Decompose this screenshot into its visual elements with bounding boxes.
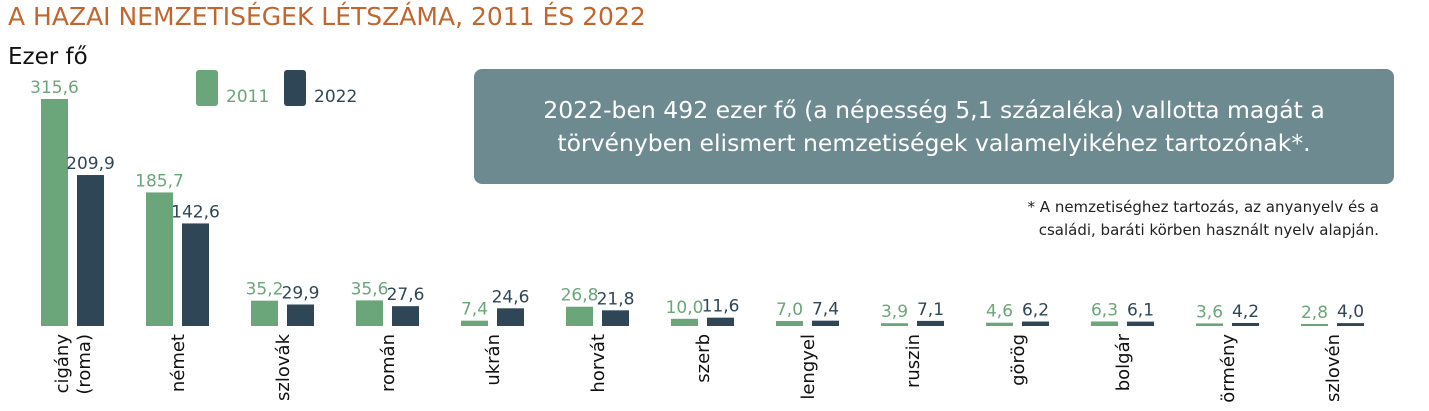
- category-label: szlovák: [273, 333, 294, 401]
- data-label-2011: 10,0: [666, 298, 704, 318]
- bar-2022: [1232, 322, 1259, 326]
- data-label-2011: 35,2: [246, 280, 284, 300]
- data-label-2011: 4,6: [986, 302, 1013, 322]
- bar-2022: [392, 306, 419, 326]
- bar-2011: [1091, 321, 1118, 326]
- bar-2022: [917, 320, 944, 326]
- data-label-2022: 4,0: [1337, 302, 1364, 322]
- category-label: lengyel: [798, 334, 819, 400]
- category-label: ruszin: [903, 334, 924, 388]
- category-label: bolgár: [1113, 333, 1134, 391]
- bar-2011: [1301, 323, 1328, 326]
- bar-2022: [1337, 323, 1364, 326]
- bar-2022: [182, 223, 209, 326]
- bar-2011: [566, 306, 593, 326]
- bar-2011: [671, 318, 698, 326]
- data-label-2022: 27,6: [387, 285, 425, 305]
- summary-callout: 2022-ben 492 ezer fő (a népesség 5,1 szá…: [474, 69, 1394, 184]
- data-label-2022: 142,6: [171, 202, 220, 222]
- category-label: ukrán: [483, 334, 504, 386]
- bar-2022: [602, 310, 629, 326]
- data-label-2011: 185,7: [135, 171, 184, 191]
- data-label-2011: 3,9: [881, 302, 908, 322]
- data-label-2022: 21,8: [597, 289, 635, 309]
- category-label: szlovén: [1323, 334, 1344, 402]
- legend-label-2011: 2011: [226, 87, 270, 107]
- bar-2011: [881, 323, 908, 326]
- category-label: cigány: [52, 334, 73, 394]
- data-label-2011: 7,4: [461, 300, 488, 320]
- data-label-2022: 29,9: [282, 283, 320, 303]
- data-label-2011: 3,6: [1196, 302, 1223, 322]
- data-label-2022: 6,1: [1127, 301, 1154, 321]
- data-label-2011: 6,3: [1091, 300, 1118, 320]
- data-label-2022: 4,2: [1232, 302, 1259, 322]
- category-label: horvát: [588, 334, 609, 393]
- data-label-2022: 24,6: [492, 287, 530, 307]
- data-label-2022: 11,6: [702, 297, 740, 317]
- data-label-2022: 7,1: [917, 300, 944, 320]
- bar-2011: [356, 300, 383, 326]
- category-label: német: [168, 334, 189, 392]
- summary-text: 2022-ben 492 ezer fő (a népesség 5,1 szá…: [543, 95, 1325, 157]
- bar-2022: [812, 320, 839, 326]
- bar-2011: [776, 320, 803, 326]
- data-label-2022: 209,9: [66, 154, 115, 174]
- bar-2022: [707, 317, 734, 326]
- y-axis-unit: Ezer fő: [8, 44, 88, 70]
- bar-2011: [41, 99, 68, 326]
- footnote: * A nemzetiséghez tartozás, az anyanyelv…: [959, 196, 1379, 243]
- category-label: román: [378, 334, 399, 392]
- bar-2022: [1022, 321, 1049, 326]
- bar-2011: [146, 192, 173, 326]
- category-label: örmény: [1218, 334, 1239, 403]
- bar-2022: [1127, 321, 1154, 326]
- data-label-2011: 35,6: [351, 279, 389, 299]
- data-label-2011: 315,6: [30, 78, 79, 98]
- bar-2022: [77, 175, 104, 326]
- data-label-2011: 7,0: [776, 300, 803, 320]
- category-label: szerb: [693, 334, 714, 383]
- category-label: (roma): [74, 334, 95, 395]
- bar-2011: [461, 320, 488, 326]
- bar-2011: [986, 322, 1013, 326]
- footnote-line: családi, baráti körben használt nyelv al…: [1038, 221, 1379, 240]
- bar-2011: [1196, 323, 1223, 326]
- footnote-line: * A nemzetiséghez tartozás, az anyanyelv…: [1027, 198, 1379, 216]
- bar-2022: [497, 308, 524, 326]
- data-label-2011: 2,8: [1301, 303, 1328, 323]
- legend-swatch-2022: [284, 70, 306, 106]
- data-label-2022: 7,4: [812, 300, 839, 320]
- bar-2011: [251, 300, 278, 326]
- data-label-2011: 26,8: [561, 286, 599, 306]
- category-label: görög: [1008, 334, 1029, 386]
- legend-label-2022: 2022: [314, 87, 358, 107]
- data-label-2022: 6,2: [1022, 301, 1049, 321]
- legend-swatch-2011: [196, 70, 218, 106]
- chart-title: A HAZAI NEMZETISÉGEK LÉTSZÁMA, 2011 ÉS 2…: [8, 2, 646, 31]
- bar-2022: [287, 304, 314, 326]
